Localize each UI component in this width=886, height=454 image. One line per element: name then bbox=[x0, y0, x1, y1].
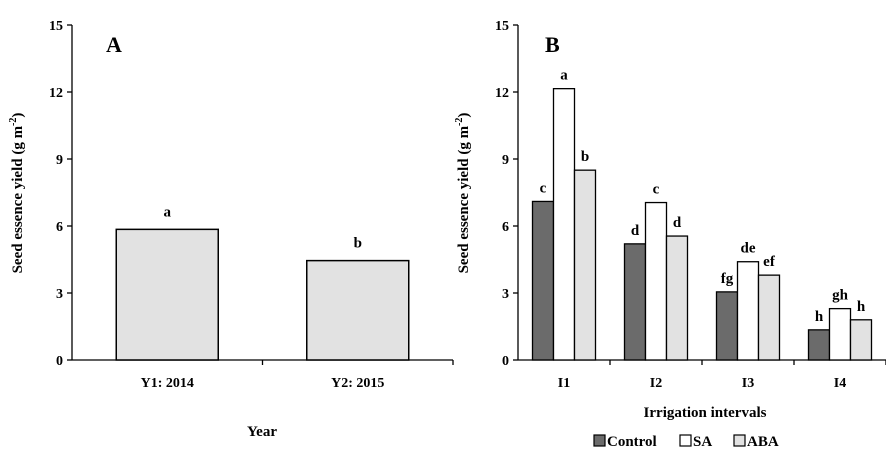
legend-swatch-Control bbox=[593, 434, 606, 447]
x-tick-label: I4 bbox=[834, 376, 846, 391]
panel-a-y-tick-label: 9 bbox=[56, 153, 63, 168]
panel-a-y-tick-label: 15 bbox=[49, 19, 63, 34]
legend-label-SA: SA bbox=[693, 434, 712, 450]
significance-label: b bbox=[581, 149, 589, 165]
panel-a-y-axis-label: Seed essence yield (g m-2) bbox=[8, 113, 26, 274]
significance-label: h bbox=[815, 309, 824, 325]
bar-SA-I2 bbox=[644, 201, 668, 361]
panel-b-y-axis-label: Seed essence yield (g m-2) bbox=[454, 113, 472, 274]
significance-label: gh bbox=[832, 288, 849, 304]
significance-label: a bbox=[560, 68, 568, 84]
legend-swatch-ABA bbox=[733, 434, 746, 447]
x-tick-label: Y1: 2014 bbox=[141, 376, 194, 391]
significance-label: h bbox=[857, 299, 866, 315]
bar-Control-I1 bbox=[531, 200, 555, 361]
panel-b-y-tick-label: 15 bbox=[495, 19, 509, 34]
significance-label: ef bbox=[763, 254, 776, 270]
bar-SA-I4 bbox=[828, 307, 852, 361]
panel-a-y-tick-label: 12 bbox=[49, 86, 63, 101]
significance-label: c bbox=[653, 182, 660, 198]
bar-Y1: 2014 bbox=[115, 228, 219, 361]
panel-a: A Seed essence yield (g m-2) Year 0 3 6 9 12… bbox=[8, 19, 454, 440]
panel-a-x-axis-label: Year bbox=[247, 424, 277, 440]
legend-label-Control: Control bbox=[607, 434, 657, 450]
panel-a-label: A bbox=[106, 32, 122, 57]
legend-label-ABA: ABA bbox=[747, 434, 779, 450]
x-tick-label: I3 bbox=[742, 376, 754, 391]
panel-b-y-tick-label: 0 bbox=[502, 354, 509, 369]
significance-label: fg bbox=[721, 271, 734, 287]
bar-SA-I3 bbox=[736, 261, 760, 361]
significance-label: d bbox=[631, 223, 640, 239]
bar-Y2: 2015 bbox=[306, 259, 410, 361]
significance-label: a bbox=[164, 204, 172, 220]
x-tick-label: I2 bbox=[650, 376, 662, 391]
panel-b-y-tick-label: 9 bbox=[502, 153, 509, 168]
significance-label: d bbox=[673, 215, 682, 231]
significance-label: b bbox=[354, 236, 362, 252]
bar-ABA-I3 bbox=[757, 274, 781, 361]
bar-ABA-I1 bbox=[573, 169, 597, 361]
panel-b-y-tick-label: 12 bbox=[495, 86, 509, 101]
panel-b-y-tick-label: 6 bbox=[502, 220, 509, 235]
panel-b-x-axis-label: Irrigation intervals bbox=[644, 405, 767, 421]
bar-Control-I2 bbox=[623, 243, 647, 361]
bar-ABA-I4 bbox=[849, 319, 873, 361]
panel-a-y-tick-label: 0 bbox=[56, 354, 63, 369]
bar-SA-I1 bbox=[552, 88, 576, 361]
legend-swatch-SA bbox=[679, 434, 692, 447]
bar-Control-I3 bbox=[715, 291, 739, 361]
legend: Control SA ABA bbox=[593, 434, 779, 450]
panel-b-y-tick-label: 3 bbox=[502, 287, 509, 302]
x-tick-label: Y2: 2015 bbox=[331, 376, 384, 391]
significance-label: de bbox=[741, 241, 756, 257]
panel-b: B Seed essence yield (g m-2) Irrigation … bbox=[454, 19, 886, 450]
panel-a-y-tick-label: 6 bbox=[56, 220, 63, 235]
bar-ABA-I2 bbox=[665, 235, 689, 361]
x-tick-label: I1 bbox=[558, 376, 570, 391]
significance-label: c bbox=[540, 180, 547, 196]
panel-a-y-tick-label: 3 bbox=[56, 287, 63, 302]
bar-Control-I4 bbox=[807, 329, 831, 361]
panel-b-label: B bbox=[545, 32, 560, 57]
